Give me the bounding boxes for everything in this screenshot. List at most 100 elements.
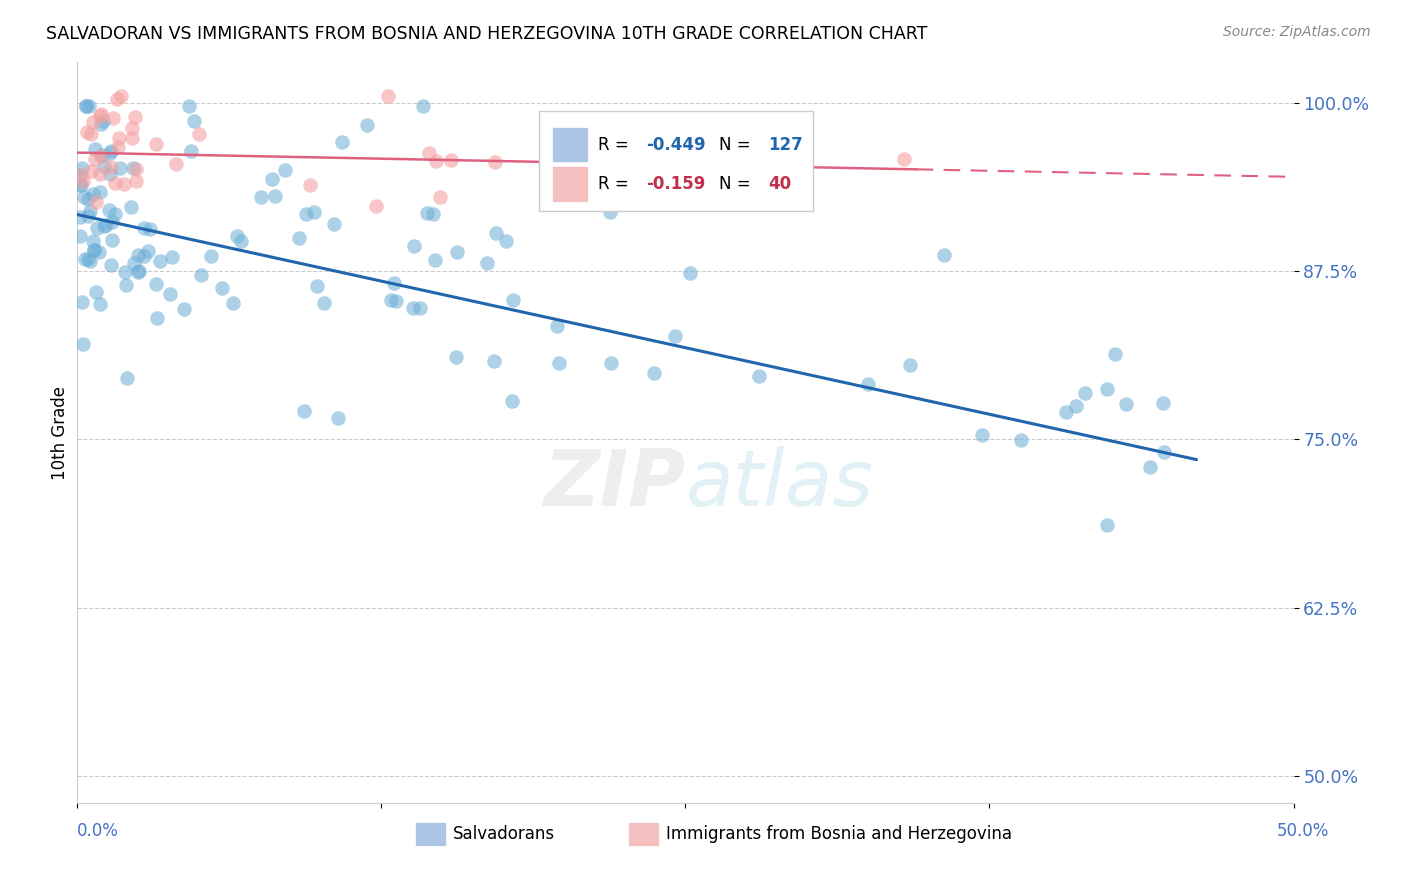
Point [231, 234, 253, 248]
Point [120, 200, 142, 214]
Point [173, 301, 195, 316]
Point [440, 153, 463, 167]
Point [274, 163, 297, 178]
Point [89, 185, 111, 199]
Point [90, 117, 112, 131]
Point [114, 265, 136, 279]
Point [110, 89, 132, 103]
Point [402, 301, 425, 315]
Point [328, 411, 350, 425]
Text: N =: N = [720, 175, 756, 193]
Text: 50.0%: 50.0% [1277, 822, 1329, 840]
Point [79, 98, 101, 112]
Point [546, 319, 568, 334]
Point [422, 207, 444, 221]
Point [97, 202, 120, 217]
Point [177, 98, 200, 112]
Point [100, 160, 122, 174]
Point [121, 121, 143, 136]
FancyBboxPatch shape [551, 166, 588, 202]
Point [70, 168, 93, 182]
Point [160, 250, 183, 264]
Point [77, 252, 100, 266]
Point [416, 205, 439, 219]
Point [125, 161, 148, 176]
Point [409, 301, 432, 315]
Text: ZIP: ZIP [543, 446, 686, 523]
Point [70, 295, 93, 310]
Point [84, 285, 107, 299]
Point [124, 111, 146, 125]
Point [145, 137, 167, 152]
Text: Source: ZipAtlas.com: Source: ZipAtlas.com [1223, 25, 1371, 39]
Point [93, 219, 115, 234]
Text: -0.449: -0.449 [647, 136, 706, 153]
Y-axis label: 10th Grade: 10th Grade [51, 385, 69, 480]
Text: 40: 40 [768, 175, 792, 193]
Point [384, 293, 406, 308]
Point [643, 367, 665, 381]
Point [82, 115, 104, 129]
Point [377, 89, 399, 103]
Point [484, 154, 506, 169]
Text: Salvadorans: Salvadorans [453, 825, 555, 843]
Point [128, 264, 150, 278]
Point [83, 243, 105, 257]
Point [83, 243, 105, 257]
Point [322, 217, 344, 231]
Point [688, 187, 710, 202]
Point [312, 296, 335, 310]
Point [122, 255, 145, 269]
Point [187, 128, 209, 142]
Point [125, 174, 148, 188]
Point [404, 238, 426, 252]
Point [90, 149, 112, 163]
Point [425, 153, 447, 168]
Point [1139, 459, 1161, 474]
Point [91, 148, 114, 162]
Point [200, 249, 222, 263]
Point [70, 178, 93, 192]
Point [748, 369, 770, 384]
Point [675, 163, 697, 178]
Point [69, 229, 91, 244]
Point [970, 428, 993, 442]
Point [1153, 445, 1175, 459]
Text: R =: R = [598, 175, 640, 193]
Point [299, 178, 322, 193]
Point [569, 155, 592, 169]
Point [678, 266, 700, 280]
Point [412, 98, 434, 112]
Point [127, 265, 149, 279]
Point [105, 92, 128, 106]
Point [548, 356, 571, 370]
Point [382, 276, 405, 290]
Point [932, 248, 955, 262]
Point [96, 218, 118, 232]
Point [134, 221, 156, 235]
Point [79, 203, 101, 218]
Point [72, 161, 94, 175]
Point [103, 111, 125, 125]
Point [80, 127, 103, 141]
Point [599, 356, 621, 370]
Text: 127: 127 [768, 136, 803, 153]
Point [295, 207, 318, 221]
Point [79, 253, 101, 268]
Point [104, 176, 127, 190]
Point [100, 259, 122, 273]
Point [104, 207, 127, 221]
Point [72, 174, 94, 188]
Point [108, 130, 131, 145]
Point [98, 145, 121, 160]
Point [180, 144, 202, 158]
Point [288, 230, 311, 244]
Point [856, 377, 879, 392]
Point [356, 118, 378, 132]
Point [1054, 405, 1077, 419]
Point [89, 245, 111, 260]
Point [115, 277, 138, 292]
Point [425, 253, 447, 268]
Point [86, 221, 108, 235]
Point [249, 190, 271, 204]
